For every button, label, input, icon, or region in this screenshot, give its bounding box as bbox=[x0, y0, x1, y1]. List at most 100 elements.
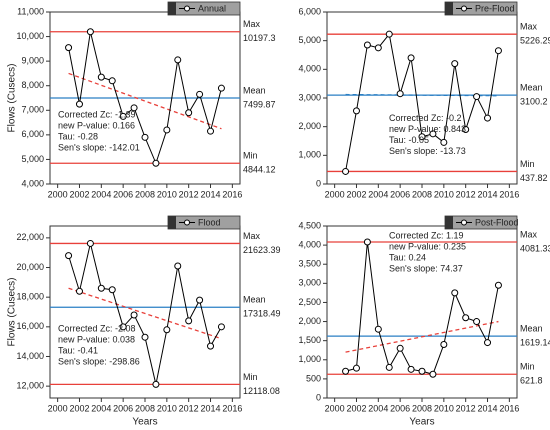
annotation: Tau: -0.28 bbox=[58, 132, 98, 142]
data-point bbox=[217, 84, 225, 92]
data-point bbox=[363, 238, 371, 246]
annotation: Sen's slope: -298.86 bbox=[58, 357, 140, 367]
reference-value: 621.8 bbox=[520, 376, 543, 386]
reference-name: Min bbox=[520, 362, 535, 372]
y-tick-label: 4,000 bbox=[298, 239, 321, 249]
legend-label: Annual bbox=[198, 3, 226, 13]
trend-line bbox=[345, 320, 499, 353]
data-point bbox=[196, 90, 204, 98]
legend-tab bbox=[445, 2, 453, 15]
trend-line bbox=[68, 287, 222, 340]
legend-marker bbox=[184, 5, 190, 12]
x-tick-label: 2014 bbox=[478, 403, 498, 413]
x-tick-label: 2002 bbox=[69, 189, 89, 199]
y-tick-label: 4,000 bbox=[21, 178, 44, 188]
data-point bbox=[75, 100, 83, 108]
annotation: Sen's slope: 74.37 bbox=[389, 264, 463, 274]
reference-value: 437.82 bbox=[520, 173, 548, 183]
y-tick-label: 2,000 bbox=[298, 121, 321, 131]
legend-label: Pre-Flood bbox=[475, 3, 515, 13]
trend-line bbox=[345, 93, 499, 97]
x-tick-label: 2012 bbox=[179, 403, 199, 413]
legend-marker bbox=[461, 5, 467, 12]
y-axis-title: Flows (Cusecs) bbox=[7, 278, 18, 347]
reference-name: Max bbox=[520, 22, 538, 32]
y-tick-label: 18,000 bbox=[16, 292, 44, 302]
x-tick-label: 2008 bbox=[412, 189, 432, 199]
y-tick-label: 0 bbox=[316, 178, 321, 188]
y-tick-label: 0 bbox=[316, 392, 321, 402]
y-tick-label: 12,000 bbox=[16, 381, 44, 391]
data-point bbox=[152, 159, 160, 167]
y-tick-label: 6,000 bbox=[298, 6, 321, 16]
reference-value: 17318.49 bbox=[243, 309, 281, 319]
x-tick-label: 2000 bbox=[48, 189, 68, 199]
data-point bbox=[462, 314, 470, 322]
annotation: Corrected Zc: 1.19 bbox=[389, 231, 464, 241]
x-tick-label: 2006 bbox=[113, 189, 133, 199]
data-point bbox=[440, 138, 448, 146]
x-tick-label: 2012 bbox=[179, 189, 199, 199]
plot-area bbox=[49, 225, 241, 399]
data-point bbox=[451, 289, 459, 297]
x-tick-label: 2016 bbox=[499, 189, 519, 199]
data-point bbox=[185, 317, 193, 325]
panel: 4,000 5,000 6,000 7,000 8,000 9,000 10,000 11,0… bbox=[7, 1, 276, 199]
annotation: Tau: -0.05 bbox=[389, 135, 429, 145]
y-tick-label: 4,500 bbox=[298, 220, 321, 230]
data-point bbox=[385, 363, 393, 371]
reference-value: 5226.29 bbox=[520, 36, 550, 46]
data-point bbox=[385, 30, 393, 38]
data-point bbox=[352, 364, 360, 372]
x-tick-label: 2012 bbox=[456, 403, 476, 413]
data-point bbox=[86, 28, 94, 36]
x-tick-label: 2004 bbox=[368, 403, 388, 413]
y-tick-label: 1,000 bbox=[298, 354, 321, 364]
y-tick-label: 5,000 bbox=[21, 154, 44, 164]
y-tick-label: 2,500 bbox=[298, 297, 321, 307]
data-point bbox=[363, 41, 371, 49]
y-tick-label: 7,000 bbox=[21, 105, 44, 115]
reference-name: Min bbox=[243, 151, 258, 161]
reference-name: Min bbox=[520, 159, 535, 169]
data-point bbox=[473, 93, 481, 101]
reference-name: Min bbox=[243, 372, 258, 382]
legend-label: Post-Flood bbox=[475, 217, 519, 227]
reference-value: 4081.33 bbox=[520, 243, 550, 253]
data-point bbox=[473, 318, 481, 326]
trend-line bbox=[68, 72, 222, 130]
y-tick-label: 20,000 bbox=[16, 262, 44, 272]
data-point bbox=[207, 342, 215, 350]
data-point bbox=[396, 90, 404, 98]
x-tick-label: 2002 bbox=[69, 403, 89, 413]
data-point bbox=[141, 333, 149, 341]
x-tick-label: 2010 bbox=[434, 403, 454, 413]
x-tick-label: 2006 bbox=[113, 403, 133, 413]
data-point bbox=[163, 126, 171, 134]
x-tick-label: 2006 bbox=[390, 189, 410, 199]
data-point bbox=[451, 60, 459, 68]
y-tick-label: 4,000 bbox=[298, 64, 321, 74]
plot-area bbox=[326, 11, 518, 185]
legend-tab bbox=[445, 216, 453, 229]
data-point bbox=[484, 114, 492, 122]
x-tick-label: 2002 bbox=[346, 189, 366, 199]
data-point bbox=[418, 367, 426, 375]
annotation: new P-value: 0.235 bbox=[389, 242, 466, 252]
annotation: Sen's slope: -142.01 bbox=[58, 143, 140, 153]
data-point bbox=[65, 44, 73, 52]
data-point bbox=[342, 367, 350, 375]
reference-name: Max bbox=[520, 229, 538, 239]
y-tick-label: 16,000 bbox=[16, 321, 44, 331]
y-tick-label: 10,000 bbox=[16, 31, 44, 41]
y-tick-label: 2,000 bbox=[298, 316, 321, 326]
data-point bbox=[484, 339, 492, 347]
data-point bbox=[407, 365, 415, 373]
annotation: Sen's slope: -13.73 bbox=[389, 146, 466, 156]
data-point bbox=[217, 323, 225, 331]
x-tick-label: 2010 bbox=[157, 403, 177, 413]
x-tick-label: 2016 bbox=[499, 403, 519, 413]
x-tick-label: 2016 bbox=[222, 403, 242, 413]
